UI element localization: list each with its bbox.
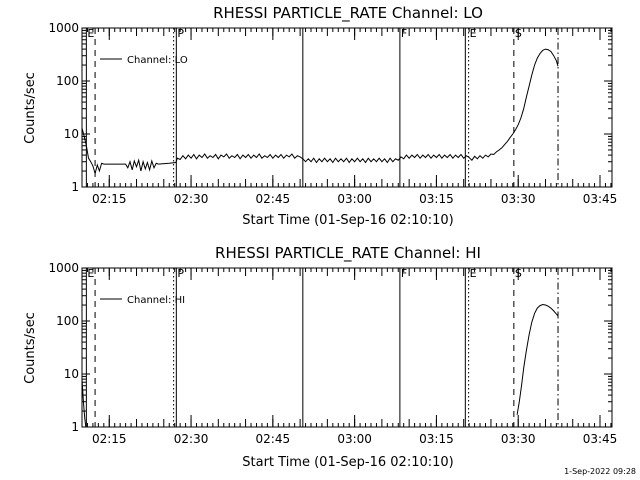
x-tick-label: 03:30 [501,192,536,206]
event-marker-label: S [515,27,522,40]
event-marker-label: E [87,267,94,280]
event-marker-label: S [515,267,522,280]
footer-timestamp: 1-Sep-2022 09:28 [564,467,636,476]
panel-lo-title: RHESSI PARTICLE_RATE Channel: LO [213,4,483,23]
y-tick-label: 1 [71,420,79,434]
legend-label: Channel: HI [127,295,185,306]
event-marker-label: F [401,27,407,40]
panel-hi-frame [81,267,613,428]
panel-lo-xlabel: Start Time (01-Sep-16 02:10:10) [242,213,453,228]
panel-hi-xlabel: Start Time (01-Sep-16 02:10:10) [242,455,453,470]
series-hi-line-0 [81,379,87,428]
x-tick-label: 02:15 [92,192,127,206]
event-marker-label: E [87,27,94,40]
event-marker-label: P [177,27,184,40]
event-marker-label: E [470,27,477,40]
panel-lo-ylabel: Counts/sec [23,72,38,144]
x-tick-label: 03:30 [501,432,536,446]
y-tick-label: 1 [71,180,79,194]
x-tick-label: 02:15 [92,432,127,446]
y-tick-label: 100 [56,74,79,88]
x-tick-label: 03:45 [583,432,618,446]
event-marker-label: P [177,267,184,280]
legend-label: Channel: LO [127,55,188,66]
x-tick-label: 03:00 [337,432,372,446]
x-tick-label: 03:15 [419,432,454,446]
panel-hi-channel: RHESSI PARTICLE_RATE Channel: HI Start T… [23,244,617,470]
y-tick-label: 1000 [48,261,79,275]
series-lo-line-0 [81,48,559,176]
x-tick-label: 03:15 [419,192,454,206]
y-tick-label: 10 [64,367,79,381]
y-tick-label: 100 [56,314,79,328]
x-tick-label: 02:45 [256,192,291,206]
event-marker-label: F [401,267,407,280]
panel-hi-ylabel: Counts/sec [23,312,38,384]
event-marker-label: E [470,267,477,280]
x-tick-label: 02:30 [174,192,209,206]
panel-lo-channel: RHESSI PARTICLE_RATE Channel: LO Start T… [23,4,617,228]
panel-lo-frame [81,27,613,188]
panel-hi-title: RHESSI PARTICLE_RATE Channel: HI [215,244,481,263]
x-tick-label: 02:30 [174,432,209,446]
x-tick-label: 02:45 [256,432,291,446]
series-hi-line-1 [516,303,559,415]
x-tick-label: 03:45 [583,192,618,206]
y-tick-label: 10 [64,127,79,141]
x-tick-label: 03:00 [337,192,372,206]
y-tick-label: 1000 [48,21,79,35]
